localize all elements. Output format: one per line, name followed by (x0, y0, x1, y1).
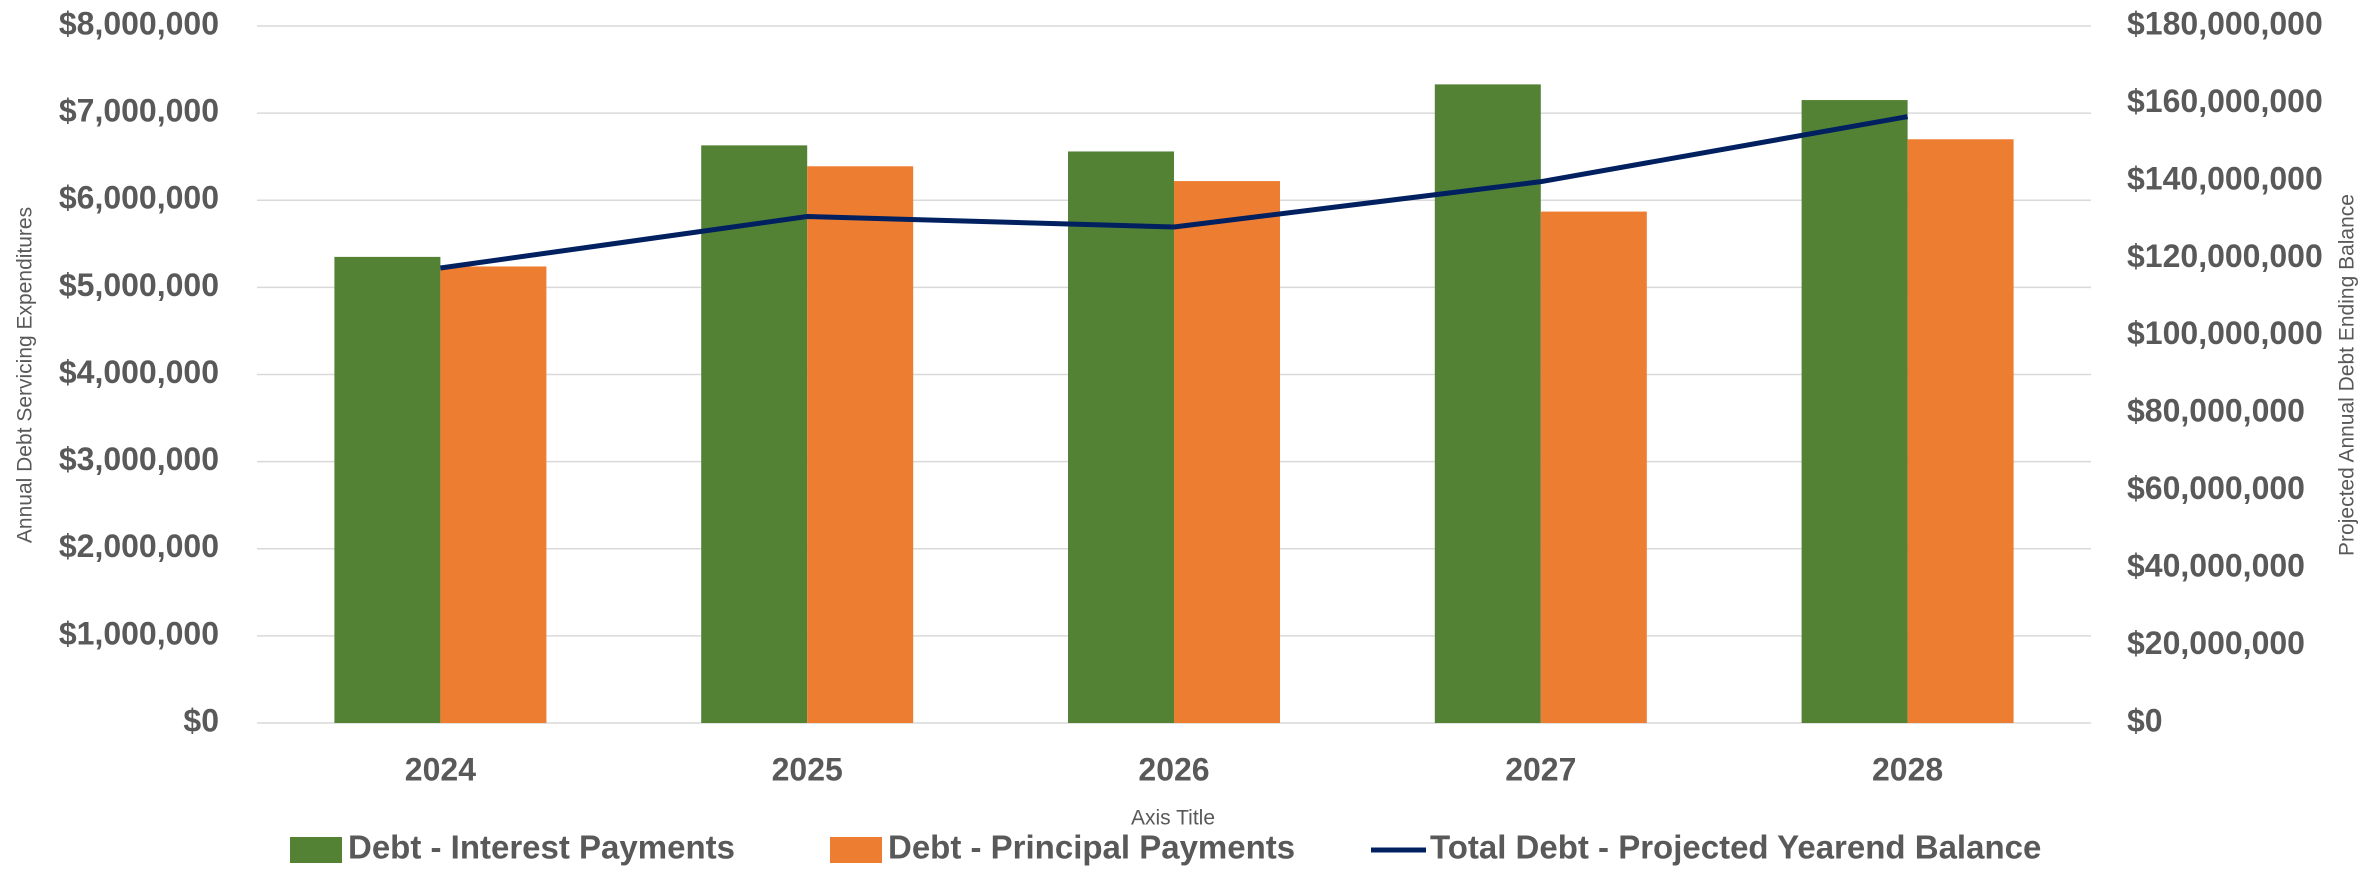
bar (1801, 100, 1908, 723)
x-axis-title: Axis Title (1131, 807, 1215, 830)
y2-tick-label: $160,000,000 (2127, 83, 2323, 119)
line (440, 114, 1909, 271)
x-tick-label: 2026 (1138, 751, 1209, 787)
bar (1068, 151, 1174, 723)
y2-axis-title: Projected Annual Debt Ending Balance (2336, 194, 2359, 556)
y2-tick-label: $20,000,000 (2127, 625, 2305, 661)
legend-label: Total Debt - Projected Yearend Balance (1430, 829, 2041, 866)
y2-tick-label: $0 (2127, 702, 2163, 738)
bar (1907, 139, 2014, 723)
y2-tick-label: $140,000,000 (2127, 160, 2323, 196)
legend-label: Debt - Interest Payments (348, 829, 735, 866)
bar (334, 256, 441, 723)
y2-tick-label: $100,000,000 (2127, 315, 2323, 351)
y2-tick-label: $80,000,000 (2127, 393, 2305, 429)
legend-swatch (290, 837, 342, 863)
bar (1540, 211, 1647, 724)
x-tick-label: 2025 (772, 751, 843, 787)
legend-label: Debt - Principal Payments (888, 829, 1295, 866)
y-tick-label: $8,000,000 (59, 5, 219, 41)
bar (1174, 181, 1280, 723)
x-tick-label: 2024 (405, 751, 476, 787)
bar (701, 145, 808, 723)
y2-tick-label: $40,000,000 (2127, 548, 2305, 584)
legend-swatch (830, 837, 882, 863)
y2-tick-label: $180,000,000 (2127, 5, 2323, 41)
y-tick-label: $3,000,000 (59, 441, 219, 477)
y-tick-label: $5,000,000 (59, 267, 219, 303)
y2-tick-label: $120,000,000 (2127, 238, 2323, 274)
y2-tick-label: $60,000,000 (2127, 470, 2305, 506)
bar (440, 266, 547, 723)
x-tick-label: 2028 (1872, 751, 1943, 787)
y-tick-label: $6,000,000 (59, 180, 219, 216)
bar (807, 166, 914, 724)
y-tick-label: $0 (183, 702, 219, 738)
y-axis-title: Annual Debt Servicing Expenditures (14, 207, 37, 543)
y-tick-label: $1,000,000 (59, 615, 219, 651)
y-tick-label: $2,000,000 (59, 528, 219, 564)
y-tick-label: $4,000,000 (59, 354, 219, 390)
bar (1434, 84, 1541, 723)
y-tick-label: $7,000,000 (59, 93, 219, 129)
x-tick-label: 2027 (1505, 751, 1576, 787)
